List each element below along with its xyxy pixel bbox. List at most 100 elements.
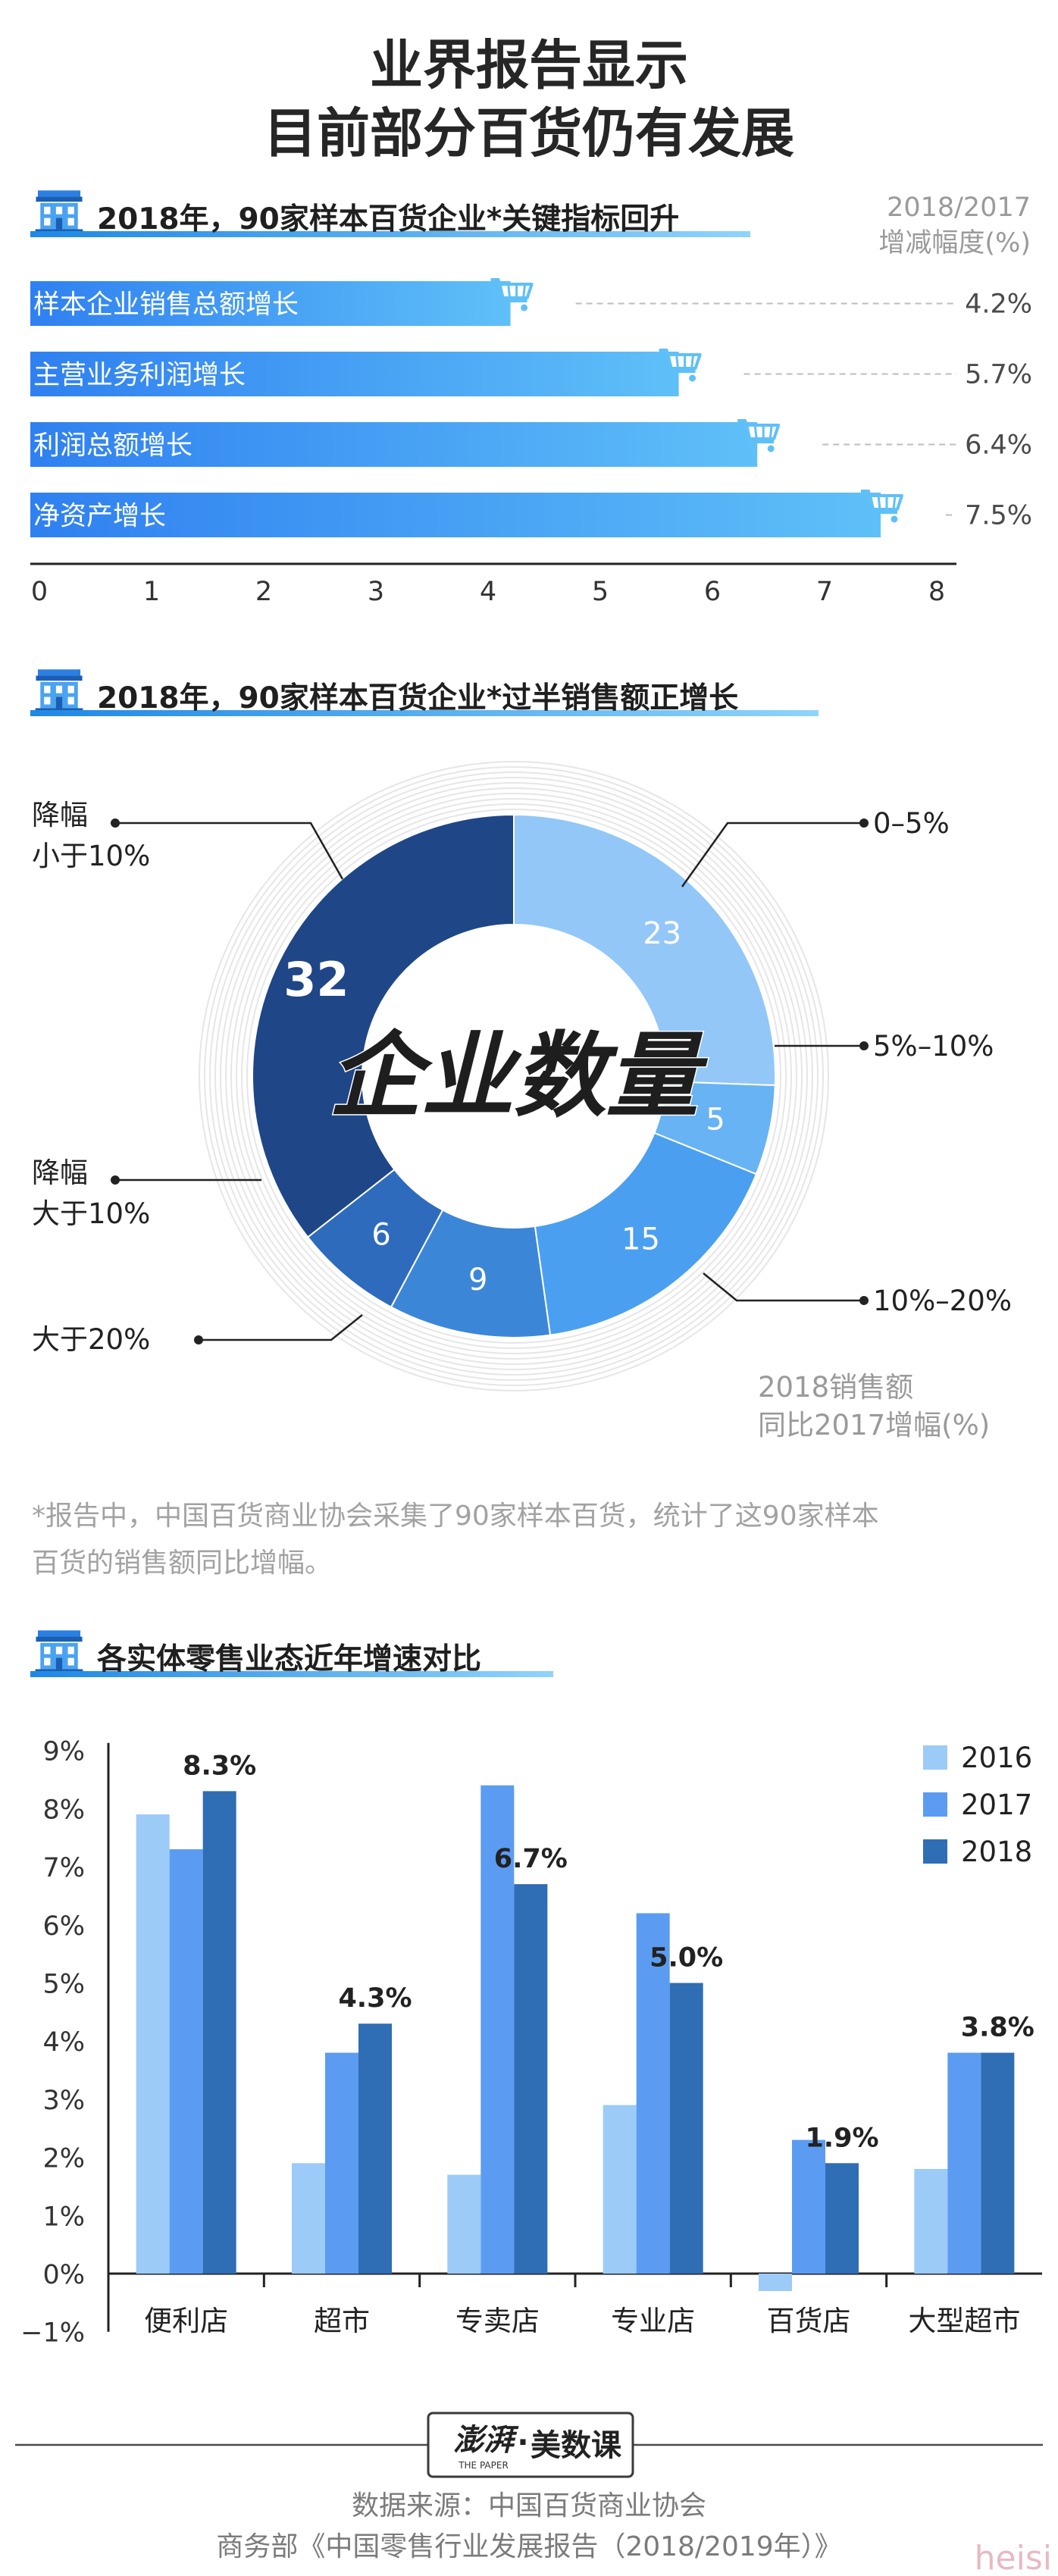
callout-line — [115, 822, 344, 880]
section-1-unit-line-2: 增减幅度(%) — [878, 228, 1031, 258]
donut-center-label: 企业数量 — [329, 1022, 709, 1130]
logo-product: 美数课 — [531, 2428, 622, 2463]
y-tick-label: 1% — [42, 2202, 85, 2232]
callout-label: 大于10% — [32, 1197, 150, 1230]
store-icon — [35, 669, 83, 712]
logo-sub: THE PAPER — [458, 2460, 509, 2471]
section-2-underline — [30, 710, 819, 716]
store-icon — [35, 190, 83, 233]
data-label: 3.8% — [961, 2013, 1035, 2043]
data-label: 4.3% — [338, 1983, 412, 2014]
value-label: 4.2% — [965, 290, 1032, 320]
legend-swatch — [923, 1792, 947, 1817]
y-tick-label: −1% — [20, 2318, 85, 2349]
slice-value-label: 32 — [283, 952, 349, 1007]
logo-dot: · — [517, 2425, 528, 2460]
decorative-ring — [236, 798, 792, 1354]
slice-value-label: 9 — [468, 1263, 487, 1297]
slice-value-label: 6 — [371, 1217, 390, 1252]
decorative-ring — [209, 772, 819, 1381]
y-tick-label: 8% — [42, 1795, 85, 1825]
bar-2017 — [792, 2139, 825, 2274]
logo: 澎湃 THE PAPER · 美数课 — [427, 2412, 634, 2478]
data-label: 8.3% — [183, 1751, 256, 1781]
source-line-2: 商务部《中国零售行业发展报告（2018/2019年）》 — [216, 2531, 841, 2562]
decorative-ring — [214, 777, 813, 1376]
category-label: 专卖店 — [455, 2305, 540, 2337]
bar-2018 — [514, 1884, 548, 2274]
y-tick-label: 6% — [42, 1911, 85, 1942]
category-label: 超市 — [314, 2305, 370, 2337]
donut-chart: 2351596320–5%5%–10%10%–20%降幅小于10%降幅大于10%… — [32, 761, 1012, 1391]
callout-label: 降幅 — [32, 1157, 88, 1189]
decorative-ring — [225, 787, 803, 1365]
callout-line — [703, 1272, 864, 1302]
tick-label: 1 — [143, 577, 160, 607]
watermark: heisi — [975, 2539, 1052, 2576]
section-2-title: 2018年，90家样本百货企业*过半销售额正增长 — [97, 681, 738, 715]
callout-dot — [111, 1175, 120, 1185]
callout-line — [681, 822, 864, 887]
bar-2018 — [981, 2052, 1015, 2274]
decorative-ring — [204, 766, 824, 1386]
tick-label: 4 — [480, 577, 496, 607]
tick-label: 3 — [368, 577, 384, 607]
category-label: 专业店 — [611, 2305, 695, 2337]
slice-value-label: 15 — [621, 1222, 660, 1257]
donut-slice — [513, 813, 776, 1087]
bar-2017 — [636, 1913, 670, 2274]
data-label: 5.0% — [650, 1943, 723, 1973]
callout-label: 5%–10% — [873, 1030, 994, 1063]
tick-label: 6 — [704, 577, 721, 607]
category-label: 便利店 — [144, 2305, 228, 2337]
footnote-line-2: 百货的销售额同比增幅。 — [32, 1548, 332, 1579]
footnote-line-1: *报告中，中国百货商业协会采集了90家样本百货，统计了这90家样本 — [32, 1501, 879, 1532]
y-tick-label: 0% — [42, 2260, 85, 2290]
y-tick-label: 7% — [42, 1853, 85, 1883]
callout-line — [199, 1314, 363, 1341]
category-label: 百货店 — [767, 2305, 851, 2337]
bar-2018 — [202, 1791, 236, 2274]
bar-2016 — [914, 2168, 948, 2274]
callout-label: 10%–20% — [873, 1285, 1012, 1317]
tick-label: 7 — [816, 577, 833, 607]
bar-label: 净资产增长 — [33, 502, 166, 532]
value-label: 5.7% — [965, 360, 1032, 390]
bar-label: 主营业务利润增长 — [33, 361, 246, 391]
tick-label: 5 — [592, 577, 609, 607]
store-icon — [35, 1630, 83, 1673]
slice-value-label: 23 — [643, 916, 681, 951]
section-3-underline — [30, 1671, 553, 1677]
callout-dot — [111, 818, 120, 828]
tick-label: 2 — [255, 577, 272, 607]
decorative-ring — [199, 761, 829, 1391]
legend-label: 2018 — [961, 1836, 1032, 1868]
source-line-1: 数据来源：中国百货商业协会 — [352, 2490, 706, 2521]
horizontal-bar-chart: 样本企业销售总额增长 4.2% 主营业务利润增长 5.7% 利润总额增长 6.4% 净资产增… — [30, 278, 1032, 607]
callout-label: 小于10% — [32, 840, 150, 872]
section-3-header: 各实体零售业态近年增速对比 — [30, 1630, 553, 1677]
bar-2016 — [292, 2163, 325, 2274]
legend-label: 2016 — [961, 1742, 1032, 1774]
y-tick-label: 5% — [42, 1970, 85, 2000]
callout-label: 大于20% — [32, 1323, 150, 1356]
bar-2017 — [325, 2052, 358, 2274]
section-1-header: 2018年，90家样本百货企业*关键指标回升 — [30, 190, 750, 237]
callout-dot — [859, 1296, 869, 1305]
bar-label: 利润总额增长 — [33, 431, 193, 462]
bar-label: 样本企业销售总额增长 — [33, 290, 299, 321]
section-1-unit-line-1: 2018/2017 — [887, 192, 1031, 223]
section-2-unit-line-1: 2018销售额 — [758, 1371, 913, 1404]
section-1-underline — [30, 231, 750, 237]
bar-2016 — [447, 2174, 481, 2274]
section-2-header: 2018年，90家样本百货企业*过半销售额正增长 — [30, 669, 819, 716]
title-line-1: 业界报告显示 — [370, 34, 688, 96]
legend-swatch — [923, 1839, 947, 1864]
legend-label: 2017 — [961, 1789, 1032, 1821]
bar-2016 — [603, 2105, 637, 2274]
callout-dot — [859, 818, 869, 828]
data-label: 6.7% — [494, 1844, 568, 1874]
bar-2017 — [480, 1785, 515, 2274]
bar-2018 — [669, 1983, 703, 2274]
